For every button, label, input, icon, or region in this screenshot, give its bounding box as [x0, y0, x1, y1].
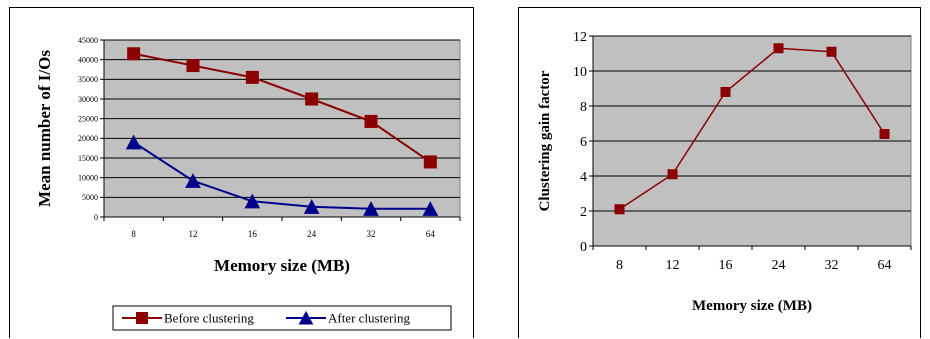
left-chart-panel: 0 5000 10000 15000 20000 25000 30000 35000 40000…	[9, 7, 474, 338]
data-point	[667, 169, 678, 180]
data-point	[125, 134, 142, 150]
x-tick-label: 24	[307, 229, 317, 239]
data-point	[422, 201, 439, 216]
x-axis-title: Memory size (MB)	[692, 298, 812, 314]
y-tick-label: 0	[94, 213, 98, 222]
y-tick-label: 30000	[78, 95, 98, 104]
y-tick-label: 25000	[78, 114, 98, 123]
data-point	[720, 87, 731, 97]
y-tick-label: 0	[580, 240, 587, 255]
y-tick-label: 10	[573, 65, 587, 80]
data-point	[186, 59, 200, 73]
y-axis-title: Clustering gain factor	[537, 70, 553, 211]
data-point	[305, 92, 319, 106]
data-point	[127, 47, 141, 61]
y-tick-label: 40000	[78, 55, 98, 64]
series-line	[133, 141, 431, 210]
x-tick-label: 12	[189, 229, 198, 239]
data-point	[185, 173, 201, 188]
y-tick-label: 15000	[78, 154, 98, 163]
y-tick-label: 10000	[78, 173, 98, 182]
y-tick-label: 2	[580, 205, 587, 220]
x-tick-label: 16	[248, 229, 257, 239]
io-chart: 0 5000 10000 15000 20000 25000 30000 35000 40000…	[35, 36, 461, 331]
legend-marker	[136, 312, 148, 324]
y-tick-label: 4	[580, 170, 587, 185]
data-point	[423, 155, 437, 169]
x-tick-label: 24	[772, 258, 786, 273]
data-point	[826, 46, 837, 57]
data-point	[363, 201, 379, 216]
data-point	[303, 199, 320, 214]
y-axis-title: Mean number of I/Os	[35, 50, 54, 207]
data-point	[879, 129, 890, 139]
x-axis-title: Memory size (MB)	[214, 256, 350, 275]
y-tick-label: 5000	[82, 193, 98, 202]
right-chart-panel: 0 2 4 6 8 10 12 8 12 16 24 32 64 Memory size (MB) Clus…	[518, 7, 921, 338]
y-tick-label: 35000	[78, 75, 98, 84]
y-tick-label: 20000	[78, 134, 98, 143]
x-tick-label: 64	[426, 229, 436, 239]
x-tick-label: 64	[878, 258, 892, 273]
data-point	[773, 43, 784, 54]
data-point	[245, 70, 259, 84]
series-line	[133, 52, 431, 163]
y-tick-label: 12	[573, 30, 587, 45]
x-tick-label: 16	[719, 258, 733, 273]
legend-label: Before clustering	[164, 311, 254, 326]
x-tick-label: 12	[666, 258, 680, 273]
y-tick-label: 45000	[78, 36, 98, 45]
y-tick-label: 6	[580, 135, 587, 150]
x-tick-label: 8	[616, 258, 623, 273]
data-point	[364, 114, 378, 128]
x-tick-label: 32	[825, 258, 839, 273]
legend-marker	[298, 310, 314, 325]
series-line	[619, 47, 886, 210]
legend-label: After clustering	[328, 311, 410, 326]
legend-box	[112, 305, 452, 331]
y-tick-label: 8	[580, 100, 587, 115]
plot-area	[103, 39, 461, 218]
data-point	[614, 204, 625, 215]
x-tick-label: 32	[367, 229, 376, 239]
x-tick-label: 8	[131, 229, 136, 239]
data-point	[244, 193, 261, 209]
